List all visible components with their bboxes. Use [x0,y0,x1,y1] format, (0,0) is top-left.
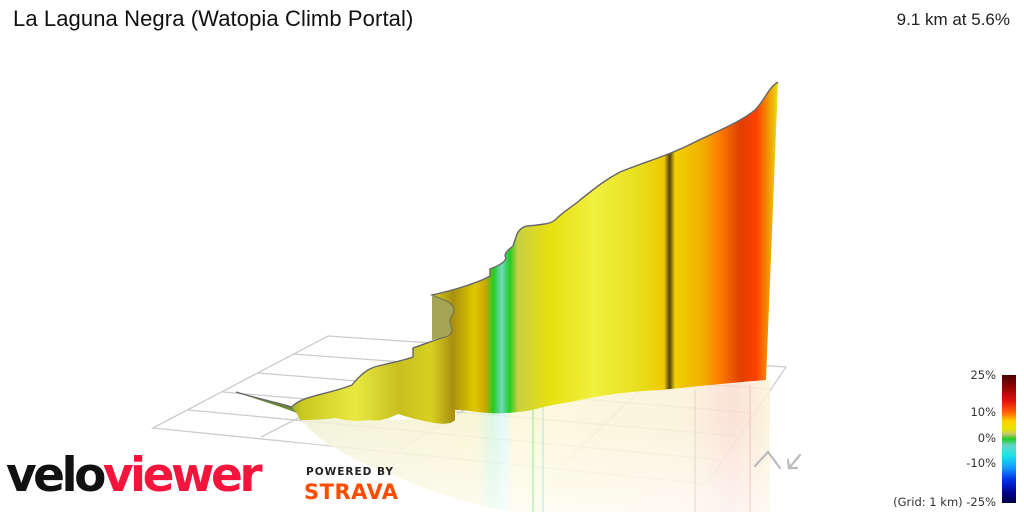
profile-wall [236,82,778,424]
legend-label-10: 10% [970,405,996,419]
legend-label-0: 0% [977,431,996,445]
legend-label-minus25: (Grid: 1 km) -25% [893,495,996,509]
veloviewer-logo[interactable]: veloviewer [6,452,263,499]
gradient-colorscale [1002,375,1016,503]
profile-top-line [235,81,779,408]
climb-title: La Laguna Negra (Watopia Climb Portal) [13,6,414,31]
legend-label-25: 25% [970,368,996,382]
logo-viewer: viewer [102,448,263,503]
powered-by-label: POWERED BY [306,466,395,478]
logo-velo: velo [6,448,106,503]
legend-label-minus10: -10% [966,456,996,470]
strava-logo[interactable]: STRAVA [304,480,399,504]
climb-summary: 9.1 km at 5.6% [896,10,1010,29]
north-arrow-icon [753,450,802,470]
